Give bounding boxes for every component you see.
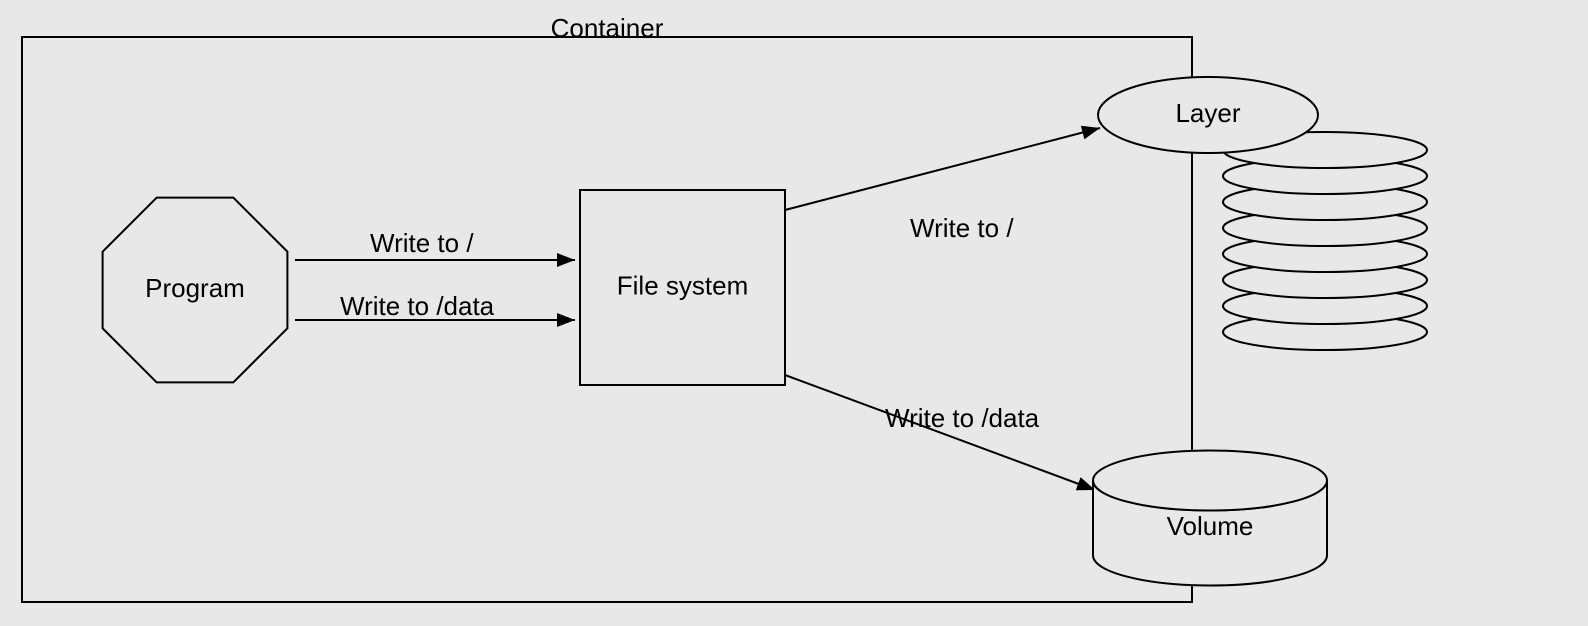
layer-stack (1223, 132, 1427, 350)
diagram-canvas: Container Write to / Write to /data Write t… (0, 0, 1588, 626)
edge-label-prog_to_fs_root: Write to / (370, 228, 474, 258)
edge-label-fs_to_layer: Write to / (910, 213, 1014, 243)
container-title: Container (551, 13, 664, 43)
filesystem-label: File system (617, 270, 748, 300)
volume-label: Volume (1167, 511, 1254, 541)
volume-top (1093, 451, 1327, 511)
program-label: Program (145, 273, 245, 303)
edge-fs_to_layer (785, 128, 1100, 210)
layer-label: Layer (1175, 98, 1240, 128)
edge-label-prog_to_fs_data: Write to /data (340, 291, 495, 321)
edge-label-fs_to_volume: Write to /data (885, 403, 1040, 433)
